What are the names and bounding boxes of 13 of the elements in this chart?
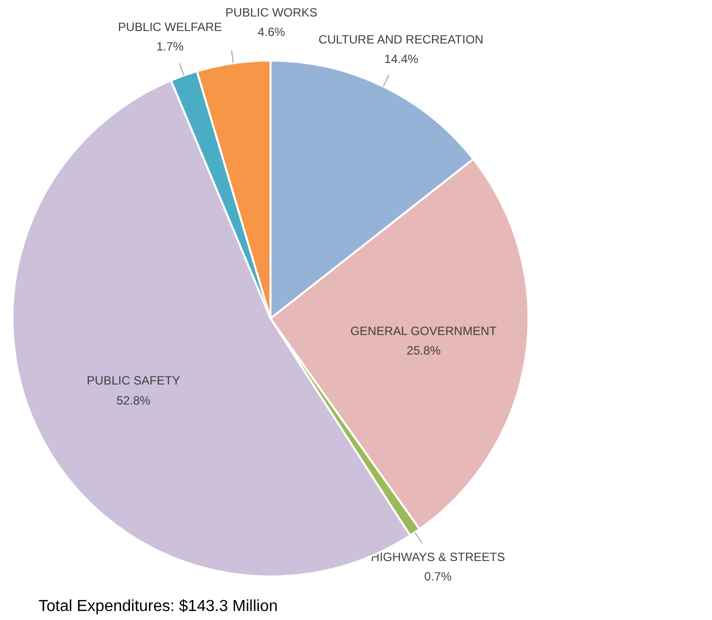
data-label: 14.4% <box>384 52 419 66</box>
text: Total Expenditures: $143.3 Million <box>38 598 278 615</box>
data-label: 0.7% <box>424 569 452 584</box>
slice-label: CULTURE AND RECREATION <box>318 32 484 47</box>
slice-label: HIGHWAYS & STREETS <box>370 550 505 564</box>
data-label: 4.6% <box>258 25 286 40</box>
slice-label: PUBLIC WELFARE <box>118 20 222 34</box>
slice-label: PUBLIC WORKS <box>225 6 318 20</box>
data-label: 52.8% <box>116 393 151 408</box>
data-label: 1.7% <box>156 39 184 54</box>
slice-label: GENERAL GOVERNMENT <box>350 324 498 338</box>
data-label: 25.8% <box>406 344 442 358</box>
slice-label: PUBLIC SAFETY <box>86 374 180 388</box>
